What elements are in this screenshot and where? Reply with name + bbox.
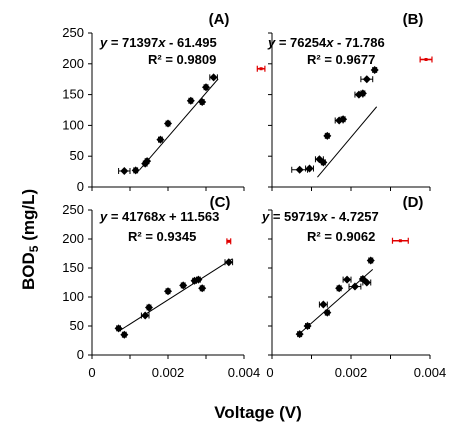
outlier-point bbox=[227, 239, 231, 243]
data-point bbox=[295, 165, 304, 174]
panels: 0 50 100 150 200 250 (A) y = 71397x - 61.495 R² … bbox=[62, 11, 446, 380]
data-point bbox=[323, 308, 332, 317]
data-point bbox=[366, 256, 375, 265]
data-point bbox=[350, 282, 359, 291]
data-point bbox=[202, 83, 210, 92]
y-tick-label: 0 bbox=[77, 179, 84, 194]
data-point bbox=[343, 275, 352, 284]
data-point bbox=[335, 284, 344, 293]
outlier-point bbox=[424, 57, 428, 61]
panel-label: (C) bbox=[210, 194, 231, 211]
chart-panel-4: 0 0.002 0.004 (D) y = 59719x - 4.7257 R² = 0.… bbox=[261, 194, 446, 380]
panel-label: (B) bbox=[403, 11, 424, 28]
r-squared-label: R² = 0.9345 bbox=[128, 229, 196, 244]
data-point bbox=[145, 303, 153, 312]
regression-equation: y = 71397x - 61.495 bbox=[99, 35, 217, 50]
data-point bbox=[319, 158, 328, 167]
chart-panel-3: 0 50 100 150 200 250 0 0.002 0.004 (C)y = 41768x … bbox=[62, 194, 260, 380]
data-point bbox=[186, 96, 195, 105]
x-axis-title: Voltage (V) bbox=[214, 403, 302, 422]
data-point bbox=[319, 300, 328, 309]
data-point bbox=[156, 135, 165, 144]
data-point bbox=[194, 275, 203, 284]
data-point bbox=[339, 115, 348, 124]
chart-panel-1: 0 50 100 150 200 250 (A) y = 71397x - 61.495 R² … bbox=[62, 11, 266, 194]
y-tick-label: 250 bbox=[62, 25, 84, 40]
data-point bbox=[120, 330, 129, 339]
data-point bbox=[114, 324, 123, 333]
y-tick-label: 200 bbox=[62, 56, 84, 71]
data-point bbox=[179, 281, 188, 290]
trendline bbox=[317, 106, 378, 178]
regression-equation: y = 76254x - 71.786 bbox=[267, 35, 385, 50]
data-point bbox=[141, 311, 150, 320]
data-point bbox=[370, 65, 379, 74]
y-tick-label: 0 bbox=[77, 347, 84, 362]
panel-label: (D) bbox=[403, 194, 424, 211]
y-axis-title: BOD5 (mg/L) bbox=[19, 189, 41, 290]
data-point bbox=[305, 164, 314, 173]
data-point bbox=[131, 166, 140, 175]
data-point bbox=[143, 157, 152, 166]
r-squared-label: R² = 0.9809 bbox=[148, 52, 216, 67]
panel-label: (A) bbox=[209, 11, 230, 28]
chart-panel-2: (B) y = 76254x - 71.786 R² = 0.9677 bbox=[267, 11, 433, 191]
y-tick-label: 250 bbox=[62, 202, 84, 217]
outlier-point bbox=[398, 239, 402, 243]
trendline bbox=[118, 258, 233, 332]
trendline bbox=[139, 78, 219, 171]
data-point bbox=[323, 131, 332, 140]
x-tick-label: 0 bbox=[88, 365, 95, 380]
x-tick-label: 0.002 bbox=[152, 365, 185, 380]
data-point bbox=[303, 322, 312, 330]
data-point bbox=[362, 75, 371, 84]
data-point bbox=[362, 278, 371, 287]
data-point bbox=[198, 97, 207, 106]
data-point bbox=[164, 119, 172, 128]
regression-equation: y = 41768x + 11.563 bbox=[99, 209, 219, 224]
y-tick-label: 100 bbox=[62, 289, 84, 304]
y-tick-label: 100 bbox=[62, 117, 84, 132]
y-tick-label: 150 bbox=[62, 260, 84, 275]
r-squared-label: R² = 0.9062 bbox=[307, 229, 375, 244]
data-point bbox=[120, 166, 129, 175]
data-point bbox=[295, 330, 304, 339]
x-tick-label: 0.004 bbox=[414, 365, 447, 380]
data-point bbox=[198, 284, 207, 293]
y-tick-label: 50 bbox=[70, 148, 84, 163]
x-tick-label: 0 bbox=[266, 365, 273, 380]
data-point bbox=[164, 287, 172, 296]
outlier-point bbox=[259, 67, 263, 71]
x-tick-label: 0.002 bbox=[335, 365, 368, 380]
data-point bbox=[209, 73, 218, 82]
r-squared-label: R² = 0.9677 bbox=[307, 52, 375, 67]
y-tick-label: 50 bbox=[70, 318, 84, 333]
data-point bbox=[224, 258, 233, 267]
x-tick-label: 0.004 bbox=[228, 365, 261, 380]
y-tick-label: 150 bbox=[62, 87, 84, 102]
data-point bbox=[358, 89, 367, 98]
y-tick-label: 200 bbox=[62, 231, 84, 246]
regression-equation: y = 59719x - 4.7257 bbox=[261, 209, 379, 224]
